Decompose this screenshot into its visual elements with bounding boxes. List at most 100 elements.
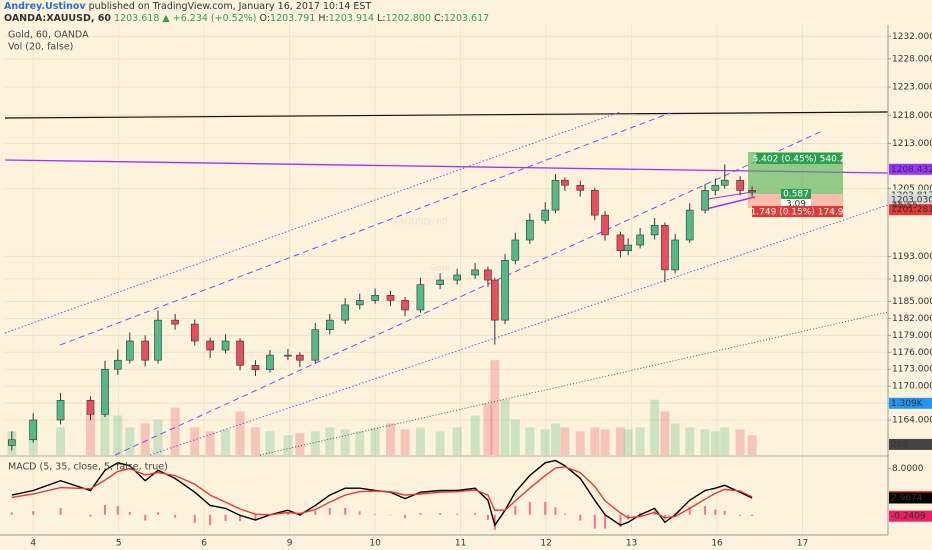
volume-bar: [635, 427, 645, 455]
loss-text: 1.749 (0.15%) 174.9: [751, 208, 844, 218]
histogram-bar: [723, 510, 726, 515]
volume: [7, 360, 757, 455]
published: published on TradingView.com, January 16…: [88, 1, 372, 12]
trend-line: [4, 159, 889, 174]
profit-text: 5.402 (0.45%) 540.2: [753, 155, 846, 165]
entry-text: 3.09: [786, 200, 806, 210]
ohlc-value: 1203.791: [270, 13, 316, 24]
x-tick-label: 10: [369, 539, 381, 549]
legend-title: Gold, 60, OANDA: [8, 30, 89, 41]
price-badge-text: 1201.281: [891, 205, 932, 215]
candle-body: [86, 399, 95, 415]
volume-bar: [600, 429, 610, 455]
volume-bar: [283, 435, 293, 455]
candle-body: [748, 190, 756, 193]
volume-bar: [113, 415, 123, 455]
candle-body: [416, 284, 425, 311]
histogram-bar: [193, 514, 196, 523]
histogram-bar: [128, 511, 131, 515]
countdown: 45:55: [892, 201, 918, 211]
histogram-bar: [328, 507, 331, 515]
x-tick-label: 12: [540, 539, 551, 549]
candle-body: [371, 295, 379, 301]
price-badge: [889, 438, 932, 450]
price-badge: [889, 492, 932, 504]
symbol: OANDA:XAUUSD, 60: [4, 13, 112, 24]
y-tick-label: 1213.000: [892, 139, 932, 149]
candle-body: [720, 179, 729, 186]
candle-body: [736, 179, 744, 191]
ohlc-label: H:: [318, 13, 329, 24]
volume-bar: [700, 429, 710, 455]
y-tick-label: 1205.000: [892, 184, 932, 194]
last: 1203.618: [114, 13, 160, 24]
volume-bar: [540, 429, 550, 455]
candle-body: [386, 295, 395, 301]
histogram-bar: [493, 514, 496, 530]
candle-body: [296, 354, 304, 361]
y-tick-label: 1164.000: [892, 416, 932, 426]
histogram-bar: [59, 507, 62, 515]
candle-body: [671, 239, 679, 271]
drawings: [4, 111, 889, 456]
candle-body: [616, 234, 625, 252]
axes: 1232.000 1228.000 1223.000 1218.000 1213.000…: [30, 32, 932, 549]
author[interactable]: Andrey.Ustinov: [4, 1, 86, 12]
candle-body: [511, 239, 520, 261]
histogram-bar: [688, 506, 691, 515]
histogram-bar: [439, 513, 442, 515]
x-tick-label: 5: [116, 539, 122, 549]
histogram-bar: [389, 514, 392, 516]
y-tick-label: 1173.000: [892, 365, 932, 375]
x-tick-label: 13: [626, 539, 637, 549]
channel-line: [149, 204, 889, 456]
candle-body: [636, 234, 644, 246]
histogram-bar: [104, 504, 107, 515]
volume-bar: [56, 427, 66, 455]
candle-body: [541, 209, 550, 221]
histogram-bar: [144, 514, 147, 521]
histogram-bar: [157, 512, 160, 515]
volume-bar: [660, 411, 670, 455]
candle-body: [471, 269, 479, 276]
volume-bar: [170, 407, 180, 455]
price-badge: [889, 194, 932, 206]
histogram-bar: [619, 514, 622, 527]
histogram-bar: [563, 513, 566, 515]
candle-body: [8, 439, 16, 446]
candle-body: [171, 319, 179, 325]
candle-body: [114, 359, 122, 370]
histogram-bar: [604, 514, 607, 529]
volume-bar: [710, 431, 720, 455]
x-tick-label: 11: [455, 539, 466, 549]
price-badge: [889, 163, 932, 175]
volume-bar: [490, 360, 500, 455]
volume-bar: [720, 427, 730, 455]
candle-body: [591, 190, 599, 216]
header-line: OANDA:XAUUSD, 60 1203.618 ▲ +6.234 (+0.5…: [4, 13, 489, 24]
candle-body: [190, 323, 199, 342]
volume-bar: [650, 399, 660, 455]
candle-body: [326, 319, 334, 331]
x-tick-label: 17: [797, 539, 808, 549]
entry-text: 0.587: [783, 190, 809, 200]
candle-body: [284, 354, 292, 357]
volume-bar: [575, 431, 585, 455]
legend-volume: Vol (20, false): [8, 42, 73, 53]
price-badge-text: -0.2409: [891, 512, 926, 522]
volume-bar: [235, 411, 245, 455]
price-badge: [889, 510, 932, 522]
histogram-bar: [528, 502, 531, 515]
x-tick-label: 16: [711, 539, 723, 549]
x-tick-label: 4: [30, 539, 36, 549]
candle-body: [701, 190, 709, 211]
volume-bar: [735, 429, 745, 455]
change: ▲ +6.234 (+0.52%): [162, 13, 257, 24]
volume-bar: [525, 427, 535, 455]
candle-body: [56, 399, 65, 421]
macd-pane: [10, 459, 754, 530]
y-tick-label: 1232.000: [892, 32, 932, 42]
volume-bar: [140, 423, 150, 455]
